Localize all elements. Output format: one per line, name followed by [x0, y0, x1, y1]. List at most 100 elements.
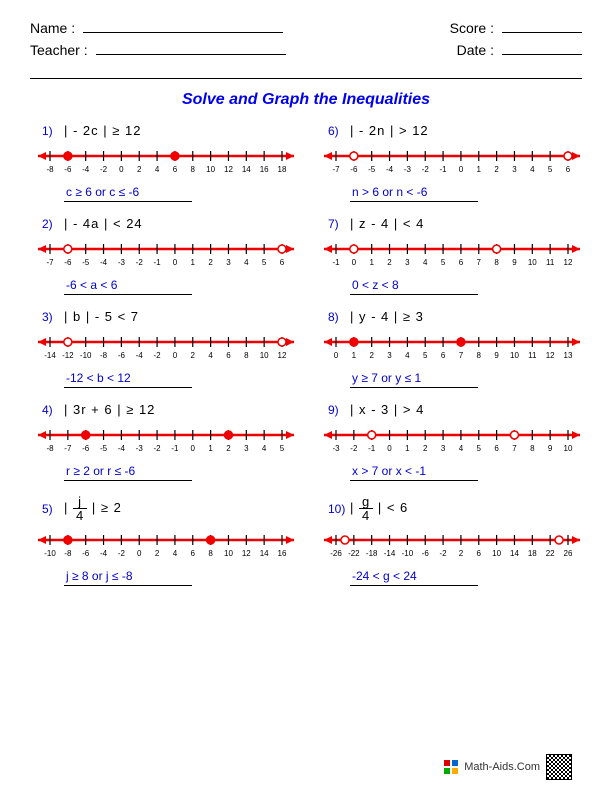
svg-text:4: 4 — [423, 258, 428, 267]
problem-number: 9) — [328, 403, 350, 417]
problem: 3)| b | - 5 < 7-14-12-10-8-6-4-202468101… — [20, 305, 306, 398]
date-blank — [502, 54, 582, 55]
problem: 2)| - 4a | < 24-7-6-5-4-3-2-10123456-6 <… — [20, 212, 306, 305]
svg-text:-6: -6 — [350, 165, 358, 174]
svg-text:1: 1 — [208, 444, 213, 453]
score-label: Score : — [450, 20, 494, 36]
svg-text:8: 8 — [530, 444, 535, 453]
svg-text:7: 7 — [477, 258, 482, 267]
problem-number: 2) — [42, 217, 64, 231]
svg-text:2: 2 — [226, 444, 231, 453]
svg-text:-1: -1 — [171, 444, 179, 453]
problem-expression: | z - 4 | < 4 — [350, 216, 424, 231]
number-line: 012345678910111213 — [322, 330, 582, 362]
svg-text:14: 14 — [510, 549, 519, 558]
svg-text:-14: -14 — [384, 549, 396, 558]
number-line: -8-6-4-2024681012141618 — [36, 144, 296, 176]
problem: 7)| z - 4 | < 4-101234567891011120 < z <… — [306, 212, 592, 305]
svg-text:12: 12 — [278, 351, 287, 360]
svg-text:5: 5 — [423, 351, 428, 360]
svg-text:5: 5 — [441, 258, 446, 267]
svg-text:8: 8 — [191, 165, 196, 174]
svg-text:-5: -5 — [82, 258, 90, 267]
svg-text:10: 10 — [528, 258, 537, 267]
svg-text:26: 26 — [564, 549, 573, 558]
svg-text:12: 12 — [546, 351, 555, 360]
svg-text:5: 5 — [548, 165, 553, 174]
problem-answer: j ≥ 8 or j ≤ -8 — [64, 569, 192, 586]
svg-text:0: 0 — [352, 258, 357, 267]
svg-text:6: 6 — [191, 549, 196, 558]
name-label: Name : — [30, 20, 75, 36]
header-rule — [30, 78, 582, 79]
svg-text:4: 4 — [208, 351, 213, 360]
problem-answer: 0 < z < 8 — [350, 278, 478, 295]
worksheet-header: Name : Score : Teacher : Date : — [0, 0, 612, 72]
svg-text:-12: -12 — [62, 351, 74, 360]
svg-text:2: 2 — [191, 351, 196, 360]
problems-grid: 1)| - 2c | ≥ 12-8-6-4-2024681012141618c … — [0, 119, 612, 596]
problem-answer: r ≥ 2 or r ≤ -6 — [64, 464, 192, 481]
svg-text:1: 1 — [352, 351, 357, 360]
svg-text:2: 2 — [369, 351, 374, 360]
svg-text:-1: -1 — [440, 165, 448, 174]
svg-text:-3: -3 — [118, 258, 126, 267]
svg-text:13: 13 — [564, 351, 573, 360]
svg-text:-6: -6 — [64, 258, 72, 267]
svg-text:6: 6 — [494, 444, 499, 453]
problem-expression: | - 2n | > 12 — [350, 123, 429, 138]
svg-text:8: 8 — [244, 351, 249, 360]
svg-text:12: 12 — [224, 165, 233, 174]
svg-text:0: 0 — [191, 444, 196, 453]
svg-text:3: 3 — [512, 165, 517, 174]
svg-text:8: 8 — [477, 351, 482, 360]
number-line: -7-6-5-4-3-2-10123456 — [36, 237, 296, 269]
svg-text:-14: -14 — [44, 351, 56, 360]
svg-text:-6: -6 — [64, 165, 72, 174]
problem-answer: c ≥ 6 or c ≤ -6 — [64, 185, 192, 202]
svg-text:1: 1 — [477, 165, 482, 174]
problem-answer: -12 < b < 12 — [64, 371, 192, 388]
svg-text:8: 8 — [494, 258, 499, 267]
svg-text:3: 3 — [441, 444, 446, 453]
svg-text:-18: -18 — [366, 549, 378, 558]
svg-text:-8: -8 — [100, 351, 108, 360]
svg-text:-2: -2 — [100, 165, 108, 174]
svg-text:-4: -4 — [100, 549, 108, 558]
svg-text:5: 5 — [477, 444, 482, 453]
problem-number: 8) — [328, 310, 350, 324]
svg-text:-2: -2 — [154, 444, 162, 453]
svg-text:5: 5 — [280, 444, 285, 453]
svg-text:0: 0 — [119, 165, 124, 174]
problem-expression: | x - 3 | > 4 — [350, 402, 424, 417]
svg-text:10: 10 — [510, 351, 519, 360]
svg-text:4: 4 — [459, 444, 464, 453]
problem-number: 5) — [42, 502, 64, 516]
svg-text:1: 1 — [369, 258, 374, 267]
svg-text:3: 3 — [387, 351, 392, 360]
svg-text:2: 2 — [208, 258, 213, 267]
problem: 8)| y - 4 | ≥ 3012345678910111213y ≥ 7 o… — [306, 305, 592, 398]
problem-answer: n > 6 or n < -6 — [350, 185, 478, 202]
svg-text:-2: -2 — [350, 444, 358, 453]
svg-text:-7: -7 — [64, 444, 72, 453]
problem-expression: | - 2c | ≥ 12 — [64, 123, 141, 138]
svg-text:-4: -4 — [118, 444, 126, 453]
svg-text:-5: -5 — [368, 165, 376, 174]
svg-text:-8: -8 — [64, 549, 72, 558]
number-line: -8-7-6-5-4-3-2-1012345 — [36, 423, 296, 455]
svg-text:6: 6 — [226, 351, 231, 360]
svg-text:14: 14 — [242, 165, 251, 174]
svg-text:-4: -4 — [386, 165, 394, 174]
svg-text:14: 14 — [260, 549, 269, 558]
svg-text:4: 4 — [262, 444, 267, 453]
svg-text:-1: -1 — [154, 258, 162, 267]
problem-number: 1) — [42, 124, 64, 138]
svg-text:18: 18 — [278, 165, 287, 174]
svg-text:-7: -7 — [46, 258, 54, 267]
svg-text:-10: -10 — [402, 549, 414, 558]
svg-text:-26: -26 — [330, 549, 342, 558]
svg-text:12: 12 — [242, 549, 251, 558]
number-line: -26-22-18-14-10-6-2261014182226 — [322, 528, 582, 560]
problem-number: 6) — [328, 124, 350, 138]
